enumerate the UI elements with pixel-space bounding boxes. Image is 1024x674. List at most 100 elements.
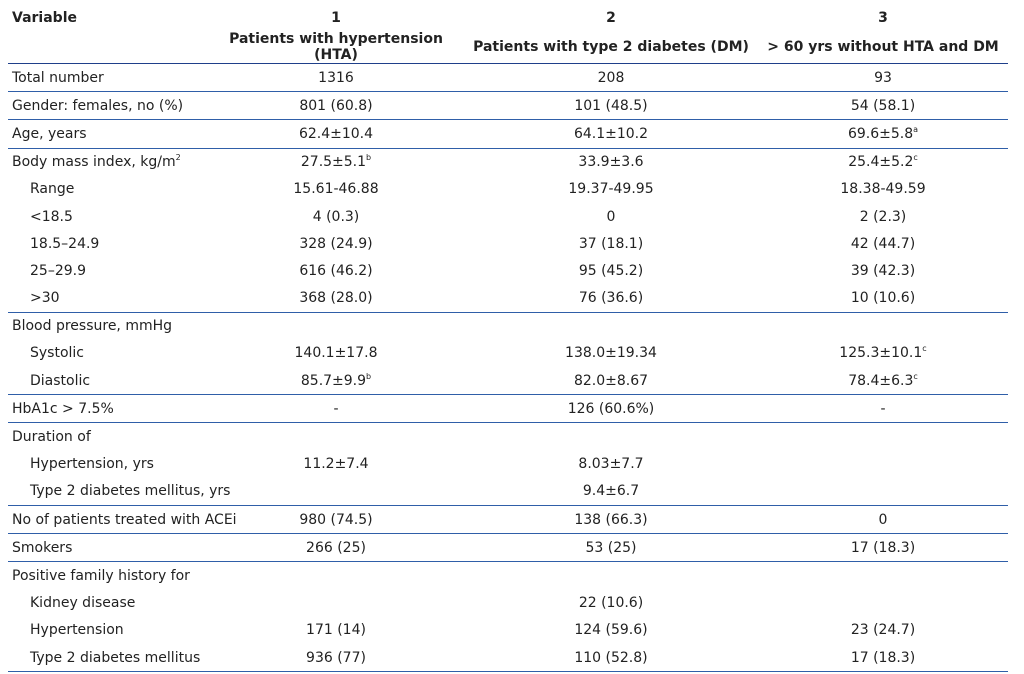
table-cell: 1316	[318, 69, 354, 86]
table-row: 25–29.9 616 (46.2) 95 (45.2) 39 (42.3)	[8, 257, 1008, 284]
table-cell: 11.2±7.4	[303, 456, 369, 473]
cell-text: 69.6±5.8	[847, 125, 914, 142]
table-cell: 4 (0.3)	[312, 208, 360, 225]
empty-cell	[464, 562, 758, 590]
row-group: Duration of Hypertension, yrs 11.2±7.4 8.03…	[8, 423, 1008, 506]
table-row: 18.5–24.9 328 (24.9) 37 (18.1) 42 (44.7)	[8, 230, 1008, 257]
footnote-mark: c	[913, 371, 918, 381]
table-row: Age, years 62.4±10.4 64.1±10.2 69.6±5.8a	[8, 120, 1008, 148]
row-label: Smokers	[12, 539, 73, 556]
table-cell: 54 (58.1)	[850, 97, 916, 114]
row-label: Range	[30, 181, 75, 198]
footnote-mark: a	[913, 124, 919, 134]
column-number: 2	[606, 9, 616, 26]
table-cell: 27.5±5.1b	[208, 148, 464, 176]
table-cell: 125.3±10.1c	[758, 340, 1008, 367]
row-group: Gender: females, no (%) 801 (60.8) 101 (48…	[8, 92, 1008, 120]
table-row: Gender: females, no (%) 801 (60.8) 101 (48…	[8, 92, 1008, 120]
table-cell: 82.0±8.67	[573, 372, 649, 389]
table-header: Variable 1 2 3 Patients with hypertension (H…	[8, 4, 1008, 64]
table-cell: 101 (48.5)	[574, 97, 648, 114]
table-row: Systolic 140.1±17.8 138.0±19.34 125.3±10.1c	[8, 340, 1008, 367]
table-cell: 93	[874, 69, 892, 86]
column-label: Patients with hypertension (HTA)	[208, 31, 464, 64]
column-number: 1	[331, 9, 341, 26]
row-label: <18.5	[30, 208, 73, 225]
table-row: Kidney disease 22 (10.6)	[8, 590, 1008, 617]
row-group: Total number 1316 208 93	[8, 64, 1008, 92]
row-group: Blood pressure, mmHg Systolic 140.1±17.8 13…	[8, 312, 1008, 395]
table-row: Body mass index, kg/m2 27.5±5.1b 33.9±3.6 2…	[8, 148, 1008, 176]
empty-cell	[758, 451, 1008, 478]
table-cell: 15.61-46.88	[293, 181, 379, 198]
table-cell: 266 (25)	[306, 539, 366, 556]
table-row: Hypertension 171 (14) 124 (59.6) 23 (24.7)	[8, 617, 1008, 644]
footnote-mark: b	[366, 371, 372, 381]
table-cell: 10 (10.6)	[850, 290, 916, 307]
empty-cell	[208, 562, 464, 590]
header-cell	[8, 31, 208, 64]
table-cell: 126 (60.6%)	[567, 400, 655, 417]
table-cell: 95 (45.2)	[578, 262, 644, 279]
table-cell: 2 (2.3)	[859, 208, 907, 225]
table-cell: 76 (36.6)	[578, 290, 644, 307]
cell-text: 27.5±5.1	[300, 154, 367, 171]
row-label: >30	[30, 290, 60, 307]
table-row: Positive family history for	[8, 562, 1008, 590]
row-label: Systolic	[30, 345, 84, 362]
table-cell: 18.38-49.59	[840, 181, 926, 198]
empty-cell	[208, 312, 464, 340]
table-cell: -	[880, 400, 886, 417]
table-cell: 328 (24.9)	[299, 235, 373, 252]
table-row: Blood pressure, mmHg	[8, 312, 1008, 340]
table-cell: 936 (77)	[306, 649, 366, 666]
row-label: Kidney disease	[30, 595, 136, 612]
table-cell: 980 (74.5)	[299, 511, 373, 528]
table-cell: 69.6±5.8a	[758, 120, 1008, 148]
table-cell: 138.0±19.34	[565, 345, 657, 362]
table-row: Type 2 diabetes mellitus 936 (77) 110 (52.…	[8, 644, 1008, 672]
empty-cell	[464, 423, 758, 451]
cell-text: 25.4±5.2	[848, 154, 914, 171]
table-cell: 124 (59.6)	[574, 622, 648, 639]
table-cell: 85.7±9.9b	[208, 367, 464, 395]
cell-text: 85.7±9.9	[300, 372, 367, 389]
row-label: Diastolic	[30, 372, 91, 389]
table-cell: 42 (44.7)	[850, 235, 916, 252]
empty-cell	[208, 478, 464, 506]
row-label: Type 2 diabetes mellitus, yrs	[30, 483, 231, 500]
table-cell: 37 (18.1)	[578, 235, 644, 252]
footnote-mark: c	[922, 344, 927, 354]
footnote-mark: 2	[175, 153, 181, 163]
table-cell: 25.4±5.2c	[758, 148, 1008, 176]
table-row: Duration of	[8, 423, 1008, 451]
table-row: Diastolic 85.7±9.9b 82.0±8.67 78.4±6.3c	[8, 367, 1008, 395]
table-row: Type 2 diabetes mellitus, yrs 9.4±6.7	[8, 478, 1008, 506]
table-cell: 17 (18.3)	[850, 539, 916, 556]
table-cell: 110 (52.8)	[574, 649, 648, 666]
header-cell: Variable	[12, 9, 77, 26]
table-cell: 138 (66.3)	[574, 511, 648, 528]
empty-cell	[758, 478, 1008, 506]
table-cell: 208	[597, 69, 625, 86]
row-label: Total number	[12, 69, 104, 86]
table-row: Smokers 266 (25) 53 (25) 17 (18.3)	[8, 534, 1008, 562]
row-group: No of patients treated with ACEi 980 (74.…	[8, 506, 1008, 534]
empty-cell	[758, 312, 1008, 340]
table-cell: 62.4±10.4	[298, 125, 374, 142]
row-label: Blood pressure, mmHg	[12, 318, 173, 335]
table-cell: 22 (10.6)	[578, 595, 644, 612]
table-row: <18.5 4 (0.3) 0 2 (2.3)	[8, 203, 1008, 230]
table-row: Range 15.61-46.88 19.37-49.95 18.38-49.59	[8, 176, 1008, 203]
table-cell: 9.4±6.7	[582, 483, 640, 500]
row-label: Hypertension	[30, 622, 124, 639]
row-label: No of patients treated with ACEi	[12, 511, 237, 528]
footnote-mark: b	[366, 153, 372, 163]
empty-cell	[758, 562, 1008, 590]
row-label: 18.5–24.9	[30, 235, 100, 252]
table-cell: 171 (14)	[306, 622, 366, 639]
table-row: Total number 1316 208 93	[8, 64, 1008, 92]
row-label: Gender: females, no (%)	[12, 97, 184, 114]
table-row: >30 368 (28.0) 76 (36.6) 10 (10.6)	[8, 285, 1008, 313]
